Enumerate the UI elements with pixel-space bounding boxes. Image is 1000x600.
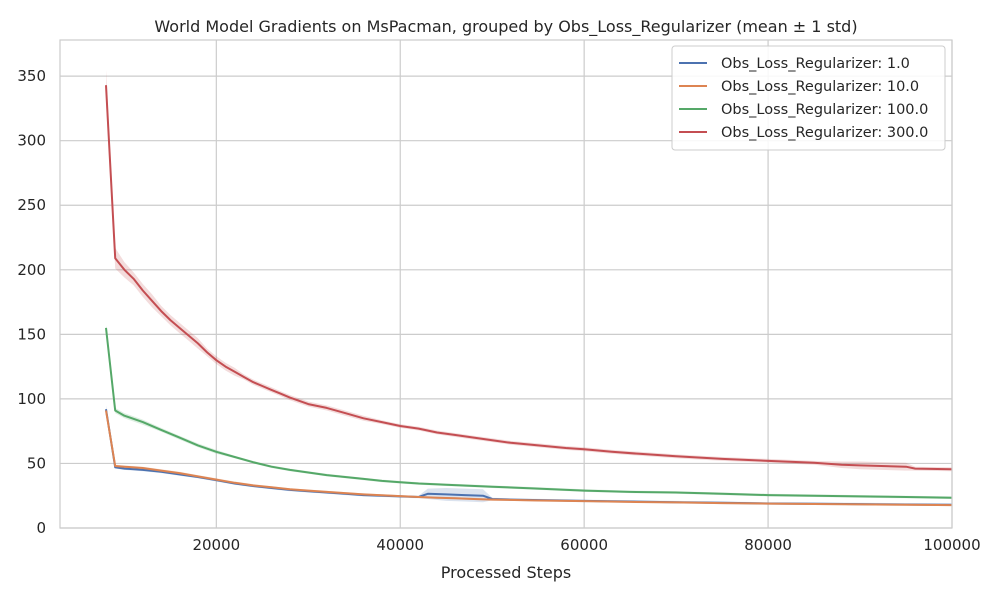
x-tick-label: 80000	[744, 536, 792, 554]
legend-label: Obs_Loss_Regularizer: 300.0	[721, 125, 928, 141]
y-tick-label: 200	[17, 261, 46, 279]
x-axis-label: Processed Steps	[441, 563, 572, 582]
series-line-4	[105, 85, 953, 471]
plot-frame	[59, 39, 953, 529]
x-tick-label: 100000	[923, 536, 980, 554]
legend-label: Obs_Loss_Regularizer: 10.0	[721, 79, 919, 95]
chart-title: World Model Gradients on MsPacman, group…	[154, 17, 857, 37]
series-lines	[105, 85, 953, 507]
legend-label: Obs_Loss_Regularizer: 1.0	[721, 56, 910, 72]
x-tick-label: 40000	[376, 536, 424, 554]
x-tick-label: 20000	[192, 536, 240, 554]
legend: Obs_Loss_Regularizer: 1.0 Obs_Loss_Regula…	[671, 45, 946, 151]
legend-label: Obs_Loss_Regularizer: 100.0	[721, 102, 928, 118]
y-tick-label: 0	[36, 519, 46, 537]
y-tick-label: 350	[17, 67, 46, 85]
x-tick-label: 60000	[560, 536, 608, 554]
series-line-3	[105, 327, 953, 499]
y-tick-label: 250	[17, 196, 46, 214]
y-tick-labels: 0 50 100 150 200 250 300 350	[17, 67, 46, 537]
y-tick-label: 150	[17, 325, 46, 343]
y-tick-label: 300	[17, 132, 46, 150]
y-tick-label: 100	[17, 390, 46, 408]
legend-box	[671, 45, 946, 151]
series-line-2	[105, 410, 953, 507]
x-tick-labels: 20000 40000 60000 80000 100000	[192, 536, 980, 554]
y-tick-label: 50	[27, 454, 46, 472]
grid	[60, 40, 953, 529]
